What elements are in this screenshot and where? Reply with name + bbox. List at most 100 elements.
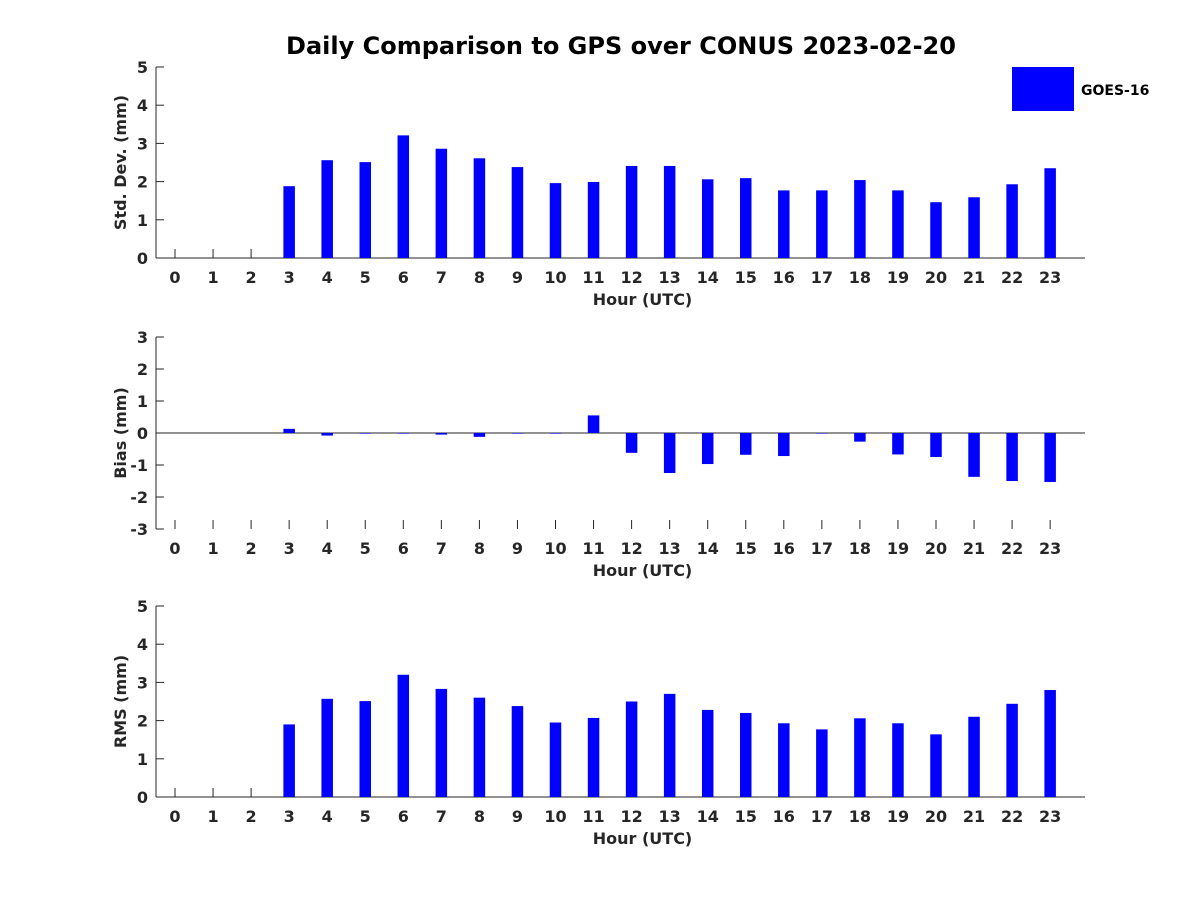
y-tick-label: 1: [137, 211, 148, 230]
x-tick-label: 9: [512, 539, 523, 558]
bar-rms-hour-9: [511, 706, 524, 797]
y-axis-label: Bias (mm): [111, 387, 130, 479]
y-tick-label: 4: [137, 635, 148, 654]
x-tick-label: 2: [246, 268, 257, 287]
bar-bias-hour-22: [1006, 433, 1018, 481]
x-tick-label: 21: [963, 268, 985, 287]
x-tick-label: 7: [436, 539, 447, 558]
x-tick-label: 17: [811, 268, 833, 287]
x-tick-label: 14: [697, 268, 719, 287]
x-axis-label: Hour (UTC): [593, 829, 693, 848]
bar-std-hour-4: [321, 160, 333, 258]
x-tick-label: 18: [849, 268, 871, 287]
bar-rms-hour-15: [740, 712, 752, 797]
x-tick-label: 23: [1039, 807, 1061, 826]
y-tick-label: -3: [130, 520, 148, 539]
y-tick-label: 0: [137, 424, 148, 443]
x-tick-label: 20: [925, 539, 947, 558]
bar-rms-hour-18: [854, 718, 866, 797]
x-tick-label: 1: [207, 268, 218, 287]
x-tick-label: 0: [169, 268, 180, 287]
x-tick-label: 13: [659, 539, 681, 558]
bar-std-hour-17: [816, 190, 828, 258]
bar-std-hour-19: [892, 190, 904, 258]
bar-bias-hour-20: [930, 433, 942, 457]
x-tick-label: 8: [474, 539, 485, 558]
bar-rms-hour-14: [701, 709, 714, 797]
bar-bias-hour-9: [511, 433, 524, 434]
x-tick-label: 15: [735, 268, 757, 287]
x-tick-label: 7: [436, 807, 447, 826]
x-axis-label: Hour (UTC): [593, 561, 693, 580]
x-tick-label: 12: [620, 539, 642, 558]
x-tick-label: 11: [582, 268, 604, 287]
bar-bias-hour-13: [663, 433, 676, 473]
bar-rms-hour-7: [435, 688, 448, 797]
x-tick-label: 0: [169, 807, 180, 826]
bar-std-hour-9: [511, 167, 524, 258]
x-tick-label: 14: [697, 807, 719, 826]
y-tick-label: 2: [137, 712, 148, 731]
x-tick-label: 3: [284, 539, 295, 558]
x-tick-label: 16: [773, 268, 795, 287]
x-tick-label: 22: [1001, 268, 1023, 287]
x-tick-label: 15: [735, 807, 757, 826]
bar-rms-hour-8: [473, 697, 486, 797]
x-tick-label: 6: [398, 807, 409, 826]
x-tick-label: 21: [963, 807, 985, 826]
x-tick-label: 3: [284, 268, 295, 287]
x-tick-label: 17: [811, 807, 833, 826]
y-tick-label: 5: [137, 58, 148, 77]
bar-bias-hour-18: [854, 433, 866, 442]
bar-std-hour-16: [778, 190, 790, 258]
x-tick-label: 8: [474, 268, 485, 287]
bar-bias-hour-12: [625, 433, 638, 453]
y-axis-label: Std. Dev. (mm): [111, 95, 130, 230]
y-tick-label: 2: [137, 360, 148, 379]
bar-rms-hour-22: [1006, 703, 1018, 797]
y-tick-label: -2: [130, 488, 148, 507]
bar-std-hour-23: [1044, 168, 1056, 258]
bar-std-hour-10: [549, 183, 562, 258]
x-tick-label: 11: [582, 539, 604, 558]
bar-bias-hour-19: [892, 433, 904, 455]
bar-bias-hour-17: [816, 433, 828, 434]
bar-rms-hour-13: [663, 693, 676, 797]
y-tick-label: 0: [137, 249, 148, 268]
y-axis-label: RMS (mm): [111, 655, 130, 748]
legend-swatch: [1012, 67, 1074, 111]
bar-bias-hour-5: [359, 433, 371, 434]
bar-rms-hour-19: [892, 723, 904, 797]
y-tick-label: 0: [137, 788, 148, 807]
x-tick-label: 10: [544, 807, 566, 826]
x-tick-label: 23: [1039, 268, 1061, 287]
bar-std-hour-7: [435, 148, 448, 258]
x-tick-label: 4: [322, 539, 333, 558]
bar-rms-hour-10: [549, 722, 562, 797]
y-tick-label: 3: [137, 673, 148, 692]
legend-label: GOES-16: [1081, 83, 1149, 99]
bar-rms-hour-6: [397, 674, 410, 797]
bar-rms-hour-21: [968, 716, 980, 797]
y-tick-label: 3: [137, 134, 148, 153]
bar-std-hour-20: [930, 202, 942, 258]
x-tick-label: 12: [620, 268, 642, 287]
x-tick-label: 19: [887, 268, 909, 287]
x-tick-label: 20: [925, 268, 947, 287]
x-tick-label: 20: [925, 807, 947, 826]
x-tick-label: 18: [849, 539, 871, 558]
bar-std-hour-12: [625, 165, 638, 258]
x-tick-label: 10: [544, 539, 566, 558]
bar-bias-hour-11: [587, 415, 600, 433]
chart-title: Daily Comparison to GPS over CONUS 2023-…: [286, 32, 956, 60]
x-tick-label: 5: [360, 268, 371, 287]
y-tick-label: 1: [137, 750, 148, 769]
bar-std-hour-6: [397, 135, 410, 258]
bar-std-hour-8: [473, 158, 486, 258]
y-tick-label: 4: [137, 96, 148, 115]
x-tick-label: 2: [246, 807, 257, 826]
bar-bias-hour-23: [1044, 433, 1056, 482]
bar-std-hour-5: [359, 162, 371, 258]
